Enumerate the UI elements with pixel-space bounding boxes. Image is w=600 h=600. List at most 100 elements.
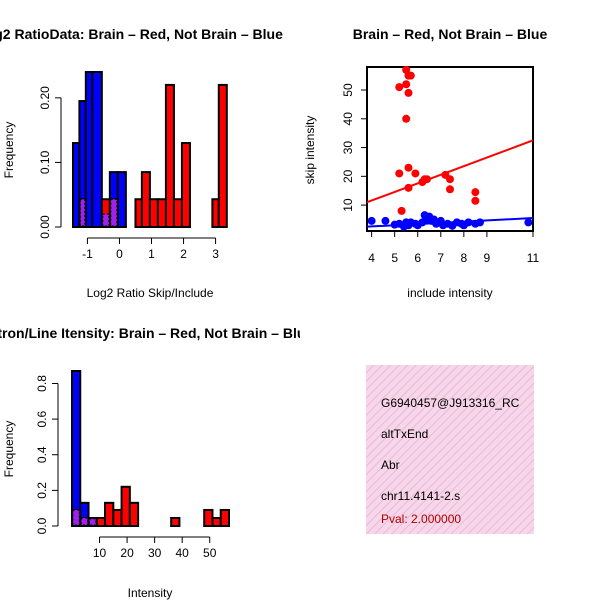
- scatter-point: [367, 216, 376, 225]
- x-tick-label: 5: [391, 251, 398, 265]
- y-tick-label: 0.8: [35, 375, 49, 392]
- scatter-point: [404, 183, 413, 192]
- histogram-bar: [112, 508, 123, 527]
- y-tick-label: 0.10: [38, 150, 52, 174]
- intensity-histogram-ylabel: Frequency: [2, 421, 16, 478]
- histogram-bar: [170, 516, 181, 528]
- scatter-point: [475, 218, 484, 227]
- intensity-histogram-title: Exon/Intron/Line Itensity: Brain – Red, …: [0, 325, 313, 341]
- event-info-background: [366, 365, 534, 534]
- y-tick-label: 50: [341, 83, 355, 97]
- histogram-bar: [104, 501, 115, 527]
- event-info-panel: G6940457@J913316_RC altTxEnd Abr chr11.4…: [366, 365, 534, 534]
- histogram-bar: [217, 83, 228, 228]
- scatter-point: [411, 169, 420, 178]
- histogram-overlap-bar: [80, 517, 89, 526]
- x-tick-label: 3: [212, 247, 219, 261]
- x-tick-label: 40: [175, 546, 189, 560]
- intensity-histogram-bars: [71, 370, 231, 528]
- x-tick-label: 7: [437, 251, 444, 265]
- regression-line: [366, 139, 534, 204]
- x-tick-label: 0: [116, 247, 123, 261]
- y-tick-label: 0.4: [35, 446, 49, 463]
- x-tick-label: 1: [148, 247, 155, 261]
- intensity-scatter-panel: Brain – Red, Not Brain – Blue 4 5 6 7 8 9 11 10…: [303, 26, 547, 300]
- ratio-histogram-xlabel: Log2 Ratio Skip/Include: [87, 286, 214, 300]
- histogram-overlap-bar: [110, 198, 118, 227]
- scatter-point: [402, 80, 411, 89]
- histogram-bar: [211, 516, 222, 528]
- scatter-point: [395, 169, 404, 178]
- y-tick-label: 40: [341, 112, 355, 126]
- histogram-bar: [164, 83, 175, 228]
- x-tick-label: -1: [82, 247, 93, 261]
- y-tick-label: 0.0: [35, 517, 49, 534]
- scatter-point: [406, 71, 415, 80]
- scatter-point: [464, 218, 473, 227]
- histogram-overlap-bar: [79, 198, 86, 227]
- histogram-bar: [148, 198, 159, 229]
- event-type: altTxEnd: [381, 427, 428, 441]
- scatter-title: Brain – Red, Not Brain – Blue: [353, 26, 548, 42]
- ratio-histogram-ylabel: Frequency: [2, 122, 16, 179]
- ratio-histogram-panel: Log2 RatioData: Brain – Red, Not Brain –…: [0, 26, 283, 300]
- histogram-overlap-bar: [89, 518, 97, 526]
- histogram-bar: [172, 198, 183, 229]
- histogram-bar: [128, 501, 140, 527]
- x-tick-label: 50: [203, 546, 217, 560]
- ratio-histogram-title: Log2 RatioData: Brain – Red, Not Brain –…: [0, 26, 283, 42]
- histogram-bar: [95, 516, 107, 528]
- y-tick-label: 10: [341, 198, 355, 212]
- x-tick-label: 30: [148, 546, 162, 560]
- histogram-bar: [71, 370, 82, 527]
- x-tick-label: 9: [484, 251, 491, 265]
- scatter-point: [404, 88, 413, 97]
- x-tick-label: 6: [414, 251, 421, 265]
- y-tick-label: 0.2: [35, 482, 49, 499]
- y-tick-label: 20: [341, 169, 355, 183]
- x-tick-label: 8: [460, 251, 467, 265]
- x-tick-label: 4: [368, 251, 375, 265]
- scatter-point: [446, 175, 454, 184]
- scatter-fit-lines: [366, 139, 534, 228]
- x-tick-label: 2: [180, 247, 187, 261]
- y-tick-label: 0.00: [38, 215, 52, 239]
- intensity-histogram-xlabel: Intensity: [128, 586, 173, 600]
- histogram-bar: [180, 142, 191, 229]
- ratio-histogram-axes: -1 0 1 2 3 0.00 0.10 0.20: [38, 86, 219, 261]
- scatter-point: [395, 83, 404, 92]
- scatter-point: [397, 206, 406, 215]
- event-gene: Abr: [381, 458, 400, 472]
- y-tick-label: 30: [341, 141, 355, 155]
- histogram-bar: [219, 508, 231, 527]
- scatter-point: [446, 185, 454, 194]
- intensity-histogram-axes: 10 20 30 40 50 0.0 0.2 0.4 0.6 0.8: [35, 375, 217, 560]
- x-tick-label: 20: [120, 546, 134, 560]
- scatter-axes: 4 5 6 7 8 9 11 10 20 30 40 50: [341, 83, 540, 265]
- scatter-point: [524, 218, 533, 227]
- histogram-bar: [120, 485, 131, 527]
- histogram-bar: [116, 171, 127, 229]
- histogram-bar: [140, 171, 151, 229]
- histogram-bar: [156, 198, 167, 229]
- scatter-point: [471, 196, 480, 205]
- ratio-histogram-bars: [72, 71, 228, 229]
- y-tick-label: 0.6: [35, 410, 49, 427]
- scatter-ylabel: skip intensity: [303, 116, 317, 185]
- event-locus: chr11.4141-2.s: [381, 489, 460, 503]
- x-tick-label: 11: [527, 251, 540, 265]
- scatter-point: [471, 188, 480, 197]
- event-probe-id: G6940457@J913316_RC: [381, 396, 520, 410]
- scatter-points: [367, 65, 533, 231]
- histogram-overlap-bar: [72, 509, 80, 526]
- histogram-overlap-bar: [102, 213, 110, 227]
- scatter-xlabel: include intensity: [407, 286, 492, 300]
- event-pval: Pval: 2.000000: [381, 512, 461, 526]
- y-tick-label: 0.20: [38, 86, 52, 110]
- scatter-point: [381, 216, 390, 225]
- scatter-point: [404, 163, 413, 172]
- scatter-point: [418, 178, 427, 187]
- histogram-bar: [91, 71, 103, 228]
- scatter-point: [402, 114, 411, 123]
